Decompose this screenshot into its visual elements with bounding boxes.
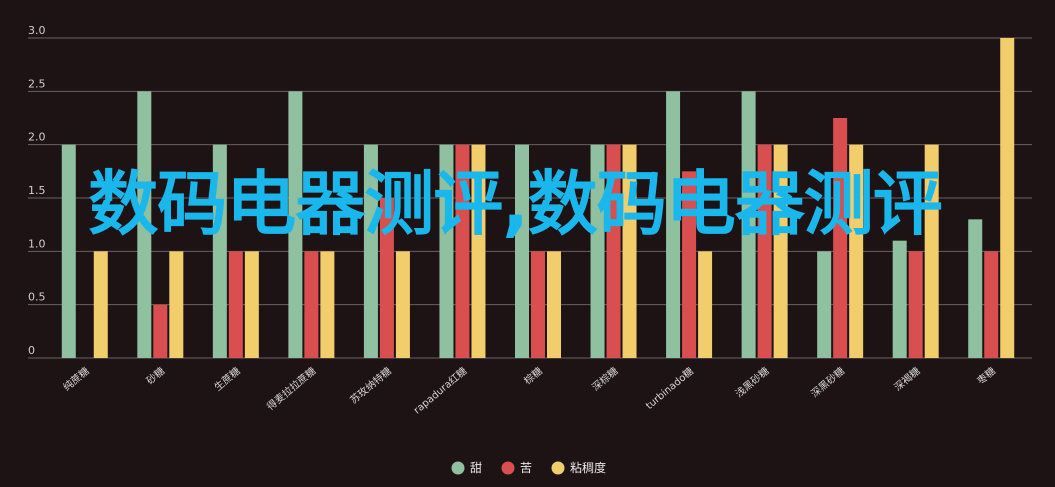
bar-苦 [455,144,470,358]
bar-粘稠度 [698,251,713,358]
bar-甜 [817,251,832,358]
bar-粘稠度 [547,251,561,358]
bar-苦 [757,144,772,358]
bar-甜 [968,219,983,358]
legend-label: 粘稠度 [570,460,606,475]
bar-苦 [833,118,848,358]
x-tick-label: rapadura红糖 [411,364,470,416]
bar-粘稠度 [1000,38,1015,358]
bar-甜 [892,240,907,358]
bar-苦 [153,304,168,358]
bar-苦 [682,171,697,358]
bar-粘稠度 [471,144,486,358]
x-tick-label: 纯蔗糖 [60,364,91,393]
bar-甜 [212,144,227,358]
bar-苦 [984,251,999,358]
x-tick-label: 砂糖 [144,364,168,387]
x-tick-label: 棕糖 [521,364,545,387]
y-tick-label: 3.0 [28,24,46,37]
y-tick-label: 2.5 [28,77,46,90]
bar-粘稠度 [773,144,788,358]
y-tick-label: 1.5 [28,184,46,197]
y-tick-label: 0 [28,344,35,357]
legend-swatch [501,461,515,475]
bar-粘稠度 [924,144,939,358]
x-tick-label: 得麦拉拉蔗糖 [264,364,318,413]
bar-苦 [304,251,319,358]
x-tick-label: 生蔗糖 [211,364,242,393]
x-tick-label: 枣糖 [974,364,998,387]
bar-甜 [288,91,303,358]
bar-甜 [439,144,454,358]
watermark-overlay-text: 数码电器测评,数码电器测评 [88,163,943,245]
bar-甜 [741,91,756,358]
legend-label: 甜 [470,461,482,475]
y-tick-label: 2.0 [28,131,46,144]
y-tick-label: 1.0 [28,237,46,250]
x-tick-label: 深褐糖 [891,364,922,393]
legend-swatch [551,461,565,475]
bar-甜 [666,91,681,358]
bar-粘稠度 [244,251,259,358]
bar-苦 [908,251,923,358]
bar-甜 [61,144,76,358]
bar-苦 [228,251,243,358]
bar-苦 [531,251,545,358]
bar-甜 [590,144,605,358]
bar-粘稠度 [395,251,410,358]
bar-粘稠度 [169,251,184,358]
bar-苦 [379,198,394,358]
x-tick-label: turbinado糖 [643,364,696,412]
legend-swatch [451,461,465,475]
bar-粘稠度 [320,251,335,358]
bar-甜 [515,144,529,358]
bar-粘稠度 [93,251,108,358]
bar-粘稠度 [849,144,864,358]
bar-粘稠度 [622,144,637,358]
bar-甜 [363,144,378,358]
x-tick-label: 苏玫纳特糖 [347,364,394,406]
x-tick-label: 深黑砂糖 [808,364,847,400]
x-tick-label: 浅黑砂糖 [733,364,772,400]
x-tick-label: 深棕糖 [589,364,620,393]
bar-甜 [137,91,152,358]
bar-苦 [606,144,621,358]
y-tick-label: 0.5 [28,291,46,304]
legend-label: 苦 [520,461,532,475]
